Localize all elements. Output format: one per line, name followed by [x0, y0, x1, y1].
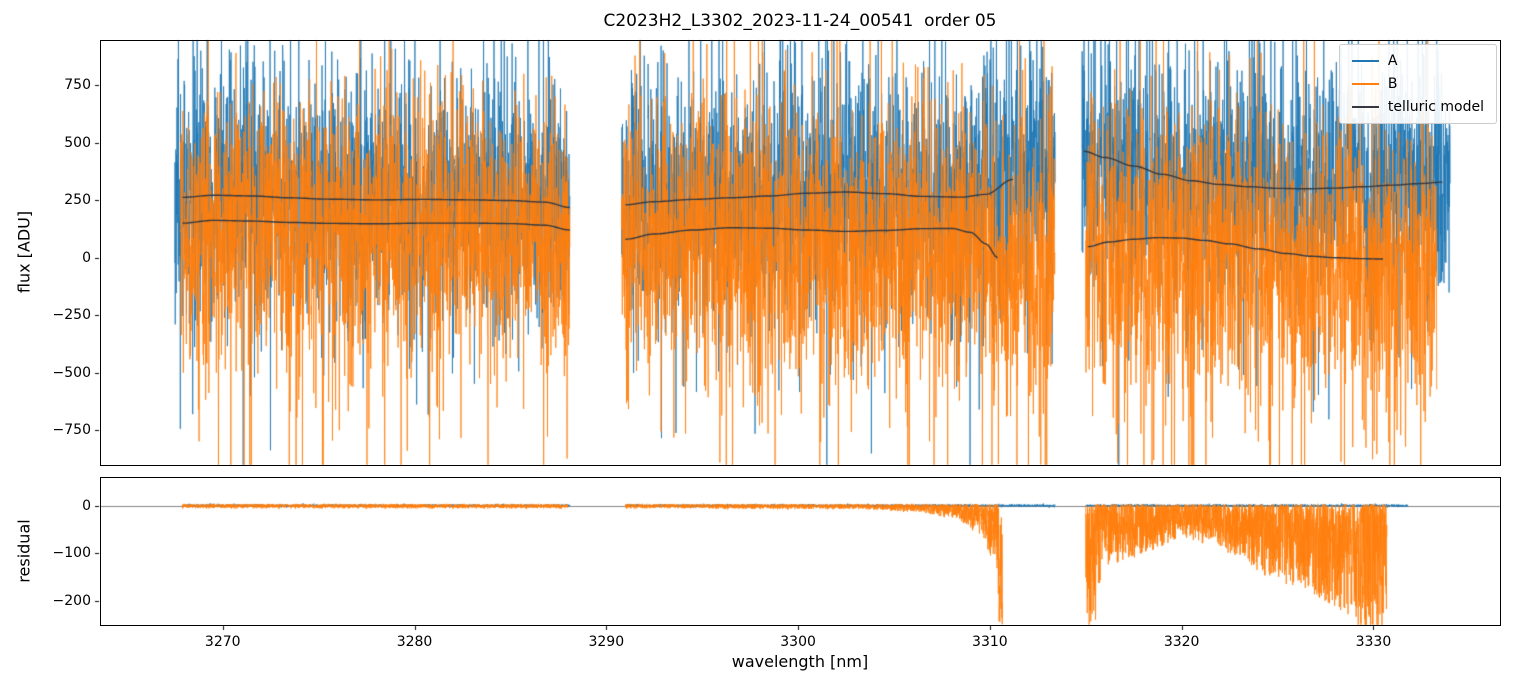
legend-label: A	[1387, 53, 1398, 69]
flux-tick-label: −750	[52, 422, 91, 439]
x-tick-label: 3270	[204, 634, 241, 650]
x-tick-label: 3280	[396, 634, 433, 650]
legend-entry-b: B	[1351, 76, 1484, 92]
flux-axis-label: flux [ADU]	[14, 210, 34, 294]
x-tick-label: 3290	[588, 634, 625, 650]
x-tick-label: 3330	[1355, 634, 1392, 650]
residual-axis-label: residual	[14, 519, 34, 583]
x-tick-label: 3300	[780, 634, 816, 650]
x-tick-label: 3310	[972, 634, 1008, 650]
flux-tick-label: −250	[52, 307, 91, 324]
legend-line-swatch	[1351, 106, 1379, 108]
legend-label: B	[1387, 76, 1398, 92]
legend-entry-a: A	[1351, 53, 1484, 69]
legend-entry-telluric-model: telluric model	[1351, 99, 1484, 115]
legend-line-swatch	[1351, 60, 1379, 62]
residual-tick-label: 0	[82, 497, 91, 514]
x-axis-label: wavelength [nm]	[731, 652, 869, 671]
legend-line-swatch	[1351, 83, 1379, 85]
flux-tick-label: −500	[52, 364, 91, 381]
flux-tick-label: 500	[64, 134, 91, 151]
legend-label: telluric model	[1387, 99, 1484, 115]
x-tick-label: 3320	[1163, 634, 1200, 650]
flux-tick-label: 250	[64, 192, 91, 209]
plot-title: C2023H2_L3302_2023-11-24_00541 order 05	[603, 11, 997, 31]
residual-tick-label: −100	[52, 545, 91, 562]
flux-tick-label: 0	[82, 249, 91, 266]
residual-tick-label: −200	[52, 593, 91, 610]
flux-tick-label: 750	[64, 76, 91, 93]
